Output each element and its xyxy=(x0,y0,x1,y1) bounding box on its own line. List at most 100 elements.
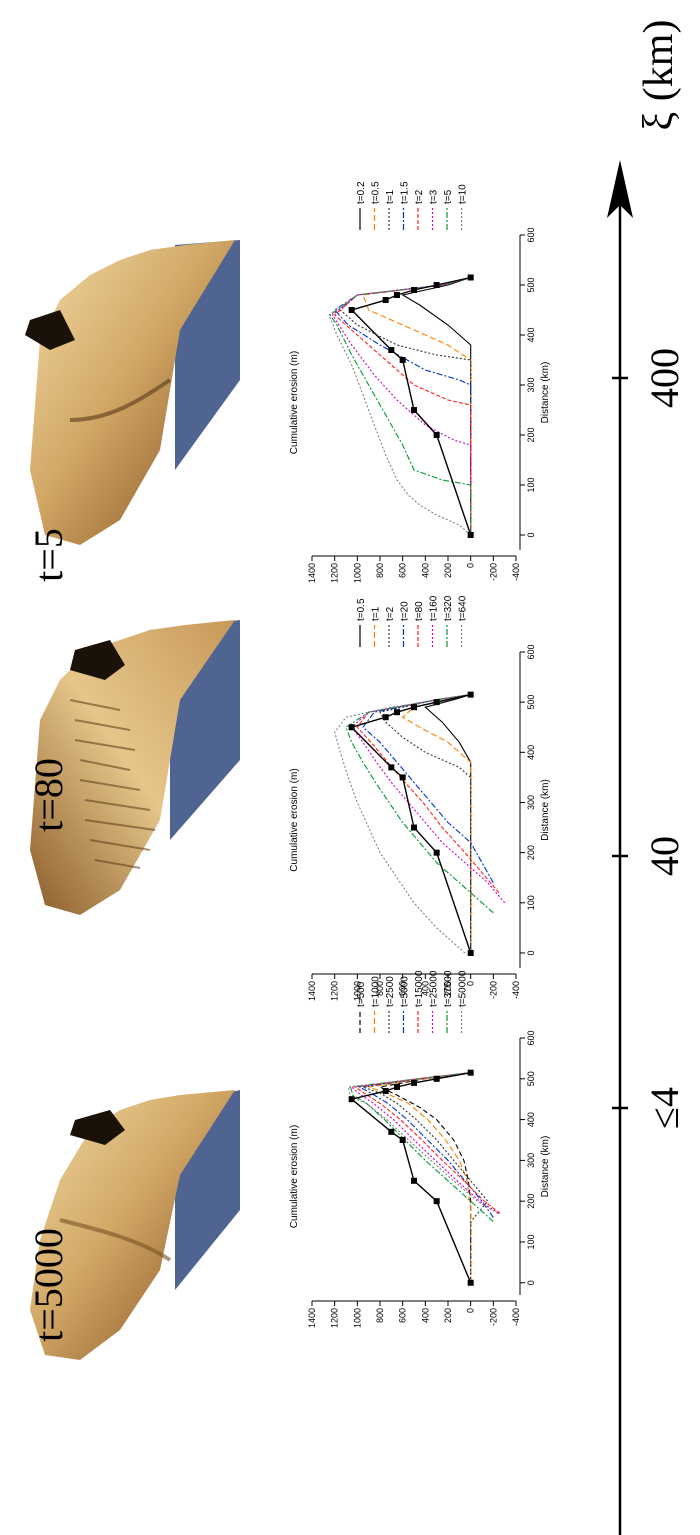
observed-point xyxy=(467,274,474,281)
y-tick-label: 1400 xyxy=(307,1308,317,1328)
x-tick-label: 300 xyxy=(526,1153,536,1168)
observed-point xyxy=(348,307,355,313)
terrain-valley xyxy=(69,378,172,422)
x-tick-label: 600 xyxy=(526,1030,536,1045)
terrain-ridge-shadow xyxy=(70,1110,125,1145)
xi-axis-label: ξ (km) xyxy=(636,20,682,131)
legend-label: t=0.5 xyxy=(371,181,382,204)
y-tick-label: 600 xyxy=(398,981,408,996)
series-line xyxy=(347,1072,499,1214)
observed-point xyxy=(388,1128,395,1135)
observed-point xyxy=(467,1069,474,1076)
y-tick-label: -400 xyxy=(511,981,521,999)
y-tick-label: 1000 xyxy=(352,563,362,583)
observed-point xyxy=(467,949,474,956)
terrain-gullies xyxy=(69,699,156,869)
legend-label: t=0.2 xyxy=(356,181,367,204)
y-tick-label: 800 xyxy=(375,1308,385,1323)
observed-point xyxy=(411,407,417,413)
x-tick-label: 0 xyxy=(526,950,536,955)
observed-point xyxy=(388,347,395,353)
legend-label: t=160 xyxy=(429,595,440,621)
legend-label: t=1 xyxy=(371,606,382,621)
x-tick-label: 300 xyxy=(526,377,536,392)
y-axis-label: Cumulative erosion (m) xyxy=(289,1125,300,1228)
observed-point xyxy=(388,764,395,771)
x-tick-label: 500 xyxy=(526,1071,536,1086)
legend-label: t=1.5 xyxy=(400,181,411,204)
legend-label: t=0.5 xyxy=(356,598,367,621)
terrain-ridge-shadow xyxy=(25,310,75,350)
observed-profile-line xyxy=(350,276,472,536)
observed-point xyxy=(399,1136,406,1143)
observed-point xyxy=(433,282,440,288)
xi-tick-label: 40 xyxy=(642,836,687,876)
y-tick-label: -200 xyxy=(488,563,498,581)
legend-label: t=640 xyxy=(458,595,469,621)
observed-point xyxy=(411,704,417,711)
y-tick-label: 1200 xyxy=(330,981,340,1001)
y-tick-label: 1200 xyxy=(330,563,340,583)
x-tick-label: 600 xyxy=(526,644,536,659)
observed-point xyxy=(394,292,400,298)
y-tick-label: 800 xyxy=(375,563,385,578)
series-line xyxy=(334,694,471,954)
y-tick-label: 200 xyxy=(443,563,453,578)
erosion-chart: 0 100 200 300 400 500 600 -400 -200 0 200 400 600 800… xyxy=(289,970,551,1328)
series-line xyxy=(328,276,472,536)
x-tick-label: 200 xyxy=(526,427,536,442)
y-tick-label: 400 xyxy=(420,1308,430,1323)
series-line xyxy=(333,276,472,535)
y-tick-label: -400 xyxy=(511,563,521,581)
observed-point xyxy=(382,297,389,303)
observed-point xyxy=(399,774,406,781)
x-tick-label: 200 xyxy=(526,845,536,860)
y-tick-label: 600 xyxy=(398,563,408,578)
series-line xyxy=(362,694,494,883)
x-tick-label: 500 xyxy=(526,695,536,710)
series-line xyxy=(345,694,494,914)
x-tick-label: 100 xyxy=(526,477,536,492)
series-line xyxy=(362,276,472,535)
legend-label: t=25000 xyxy=(429,970,440,1007)
x-axis-label: Distance (km) xyxy=(540,362,551,424)
x-tick-label: 100 xyxy=(526,1234,536,1249)
legend-label: t=2 xyxy=(414,189,425,204)
y-tick-label: 1000 xyxy=(352,981,362,1001)
terrain-panel-2 xyxy=(30,620,240,915)
observed-point xyxy=(433,849,440,856)
legend-label: t=10 xyxy=(458,184,469,204)
panel-time-label: t=5000 xyxy=(26,1228,71,1342)
legend-label: t=20 xyxy=(400,601,411,621)
y-tick-label: 1400 xyxy=(307,563,317,583)
terrain-surface xyxy=(30,1090,235,1360)
observed-point xyxy=(467,691,474,698)
y-tick-label: 200 xyxy=(443,981,453,996)
series-line xyxy=(329,276,472,535)
panel-time-label: t=80 xyxy=(26,758,71,832)
xi-axis-arrow-icon xyxy=(607,160,633,218)
y-tick-label: 1200 xyxy=(330,1308,340,1328)
series-line xyxy=(368,1072,472,1283)
legend-label: t=1 xyxy=(385,189,396,204)
observed-point xyxy=(467,1279,474,1286)
x-tick-label: 400 xyxy=(526,327,536,342)
x-tick-label: 500 xyxy=(526,277,536,292)
y-tick-label: -200 xyxy=(488,1308,498,1326)
y-tick-label: 1000 xyxy=(352,1308,362,1328)
observed-point xyxy=(382,1088,389,1095)
erosion-charts: 0 100 200 300 400 500 600 -400 -200 0 200 400 600 800… xyxy=(289,181,551,1328)
y-tick-label: -400 xyxy=(511,1308,521,1326)
observed-point xyxy=(348,1096,355,1103)
y-tick-label: 0 xyxy=(466,563,476,568)
observed-profile-line xyxy=(350,1072,472,1284)
observed-point xyxy=(411,1177,417,1184)
xi-axis: ≤4 40 400 ξ (km) xyxy=(607,20,687,1535)
series-line xyxy=(379,694,472,953)
legend-label: t=3 xyxy=(429,189,440,204)
observed-point xyxy=(411,287,417,293)
series-line xyxy=(362,1072,489,1283)
series-line xyxy=(333,276,472,535)
observed-point xyxy=(394,1083,400,1090)
legend-label: t=320 xyxy=(443,595,454,621)
